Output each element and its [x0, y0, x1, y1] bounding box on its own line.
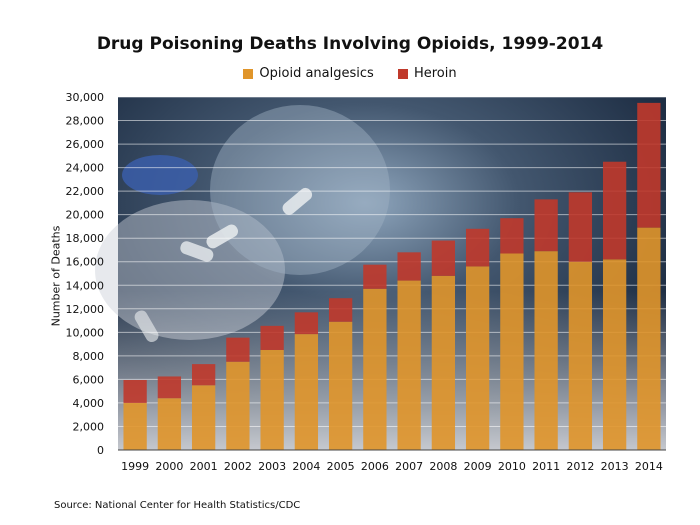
x-tick-label: 2004 [292, 460, 320, 473]
y-tick-label: 14,000 [66, 279, 105, 292]
y-tick-label: 4,000 [73, 397, 105, 410]
bar-opioid-2005 [328, 321, 353, 450]
y-tick-label: 18,000 [66, 232, 105, 245]
y-tick-label: 20,000 [66, 209, 105, 222]
bar-heroin-1999 [123, 379, 147, 403]
y-tick-label: 16,000 [66, 256, 105, 269]
bar-heroin-2008 [431, 240, 456, 276]
bar-heroin-2006 [363, 264, 387, 289]
x-tick-label: 2001 [190, 460, 218, 473]
x-tick-label: 2009 [464, 460, 492, 473]
y-tick-label: 8,000 [73, 350, 105, 363]
bar-heroin-2003 [260, 325, 284, 350]
bar-heroin-2005 [328, 298, 353, 322]
bar-opioid-2001 [191, 385, 216, 450]
legend-label-heroin: Heroin [413, 66, 457, 81]
x-tick-label: 2006 [361, 460, 389, 473]
legend-swatch-heroin [397, 68, 408, 79]
x-tick-label: 2011 [532, 460, 560, 473]
bar-heroin-2010 [500, 218, 524, 254]
bar-heroin-2012 [568, 192, 593, 262]
chart-title: Drug Poisoning Deaths Involving Opioids,… [96, 34, 604, 54]
x-tick-label: 2007 [395, 460, 423, 473]
x-tick-label: 2012 [566, 460, 594, 473]
bar-heroin-2014 [637, 102, 661, 228]
legend: Opioid analgesics Heroin [0, 66, 700, 83]
x-tick-label: 2014 [635, 460, 663, 473]
bar-opioid-2003 [260, 349, 284, 450]
bars [123, 102, 661, 450]
legend-swatch-opioid [243, 68, 254, 79]
bar-heroin-2007 [397, 252, 421, 281]
y-tick-label: 24,000 [66, 162, 105, 175]
bar-heroin-2002 [226, 337, 250, 362]
bar-opioid-2004 [294, 334, 319, 450]
y-tick-label: 26,000 [66, 138, 105, 151]
x-tick-label: 1999 [121, 460, 149, 473]
legend-label-opioid: Opioid analgesics [259, 66, 374, 81]
bar-opioid-2008 [431, 275, 456, 450]
y-tick-label: 12,000 [66, 303, 105, 316]
legend-item-heroin: Heroin [397, 66, 457, 81]
bar-opioid-2013 [602, 259, 627, 450]
bar-opioid-2007 [397, 280, 421, 450]
bar-opioid-2014 [637, 227, 661, 450]
bar-opioid-2011 [534, 251, 558, 450]
bar-opioid-2002 [226, 361, 250, 450]
bar-heroin-2013 [602, 161, 627, 260]
x-tick-label: 2000 [155, 460, 183, 473]
bar-opioid-2010 [500, 253, 524, 450]
bar-opioid-2006 [363, 288, 387, 450]
legend-item-opioid: Opioid analgesics [243, 66, 374, 81]
bar-opioid-2000 [157, 398, 182, 450]
y-tick-label: 6,000 [73, 373, 105, 386]
bar-heroin-2009 [465, 228, 490, 267]
x-tick-label: 2005 [327, 460, 355, 473]
y-tick-label: 22,000 [66, 185, 105, 198]
bar-heroin-2001 [191, 364, 216, 386]
x-tick-label: 2010 [498, 460, 526, 473]
y-tick-label: 28,000 [66, 115, 105, 128]
y-tick-label: 0 [97, 444, 104, 457]
x-tick-label: 2002 [224, 460, 252, 473]
y-tick-label: 30,000 [66, 91, 105, 104]
bar-heroin-2000 [157, 376, 182, 399]
y-tick-label: 2,000 [73, 420, 105, 433]
y-ticks: 0 2,000 4,000 6,000 8,000 10,000 12,000 14,000 1… [66, 91, 105, 457]
bar-heroin-2011 [534, 199, 558, 252]
x-tick-label: 2003 [258, 460, 286, 473]
bar-opioid-2009 [465, 266, 490, 450]
x-tick-label: 2013 [601, 460, 629, 473]
y-tick-label: 10,000 [66, 326, 105, 339]
bar-opioid-2012 [568, 261, 593, 450]
source-note: Source: National Center for Health Stati… [54, 500, 301, 511]
x-tick-label: 2008 [429, 460, 457, 473]
x-ticks: 1999 2000 2001 2002 2003 2004 2005 2006 2007 2008… [121, 460, 663, 473]
bar-heroin-2004 [294, 312, 319, 335]
bar-opioid-1999 [123, 402, 147, 450]
